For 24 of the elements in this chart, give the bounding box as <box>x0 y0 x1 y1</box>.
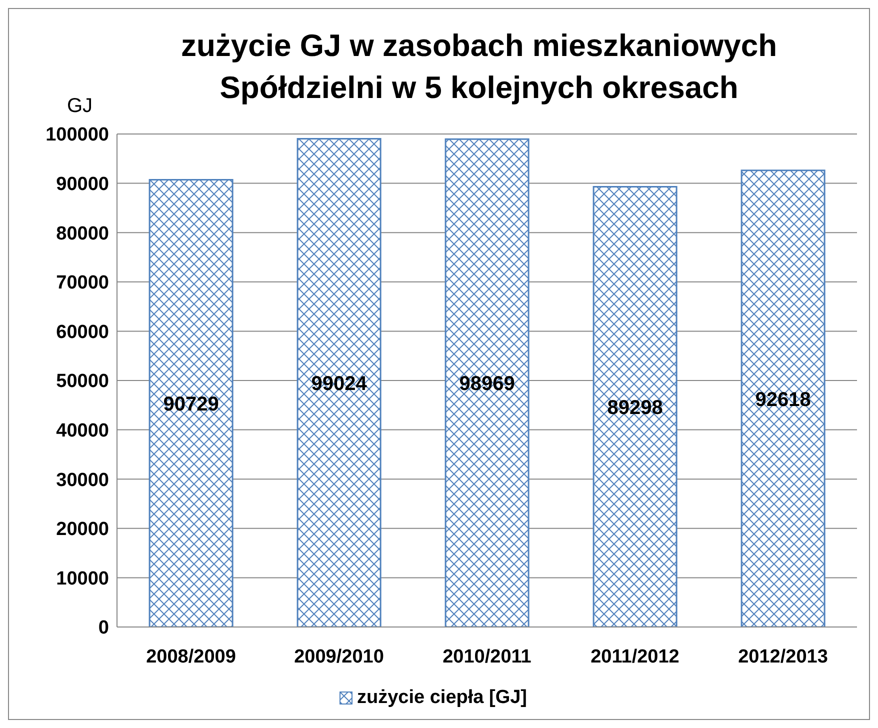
y-tick-label: 0 <box>98 618 109 639</box>
y-axis-title: GJ <box>67 95 93 118</box>
y-tick-label: 60000 <box>56 322 109 343</box>
y-tick-label: 20000 <box>56 519 109 540</box>
bar <box>444 138 530 627</box>
x-tick-label: 2009/2010 <box>294 646 384 668</box>
legend-label: zużycie ciepła [GJ] <box>356 687 527 709</box>
x-tick-label: 2010/2011 <box>442 646 532 668</box>
bar <box>296 138 382 627</box>
bar <box>740 170 826 627</box>
bar <box>592 186 678 627</box>
y-tick-label: 30000 <box>56 470 109 491</box>
y-tick-label: 90000 <box>56 174 109 196</box>
y-tick-label: 10000 <box>56 568 109 590</box>
y-tick-label: 70000 <box>56 272 109 294</box>
bar <box>148 178 234 627</box>
y-tick-label: 50000 <box>56 371 109 392</box>
x-tick-label: 2012/2013 <box>738 646 828 668</box>
x-tick-label: 2008/2009 <box>146 646 236 668</box>
y-tick-label: 100000 <box>46 124 109 146</box>
chart-title: zużycie GJ w zasobach mieszkaniowych Spółdzielni w 5 kolejnych okresach <box>180 27 778 107</box>
y-tick-label: 40000 <box>56 420 109 442</box>
x-tick-label: 2011/2012 <box>590 646 680 668</box>
y-tick-label: 80000 <box>56 223 109 244</box>
